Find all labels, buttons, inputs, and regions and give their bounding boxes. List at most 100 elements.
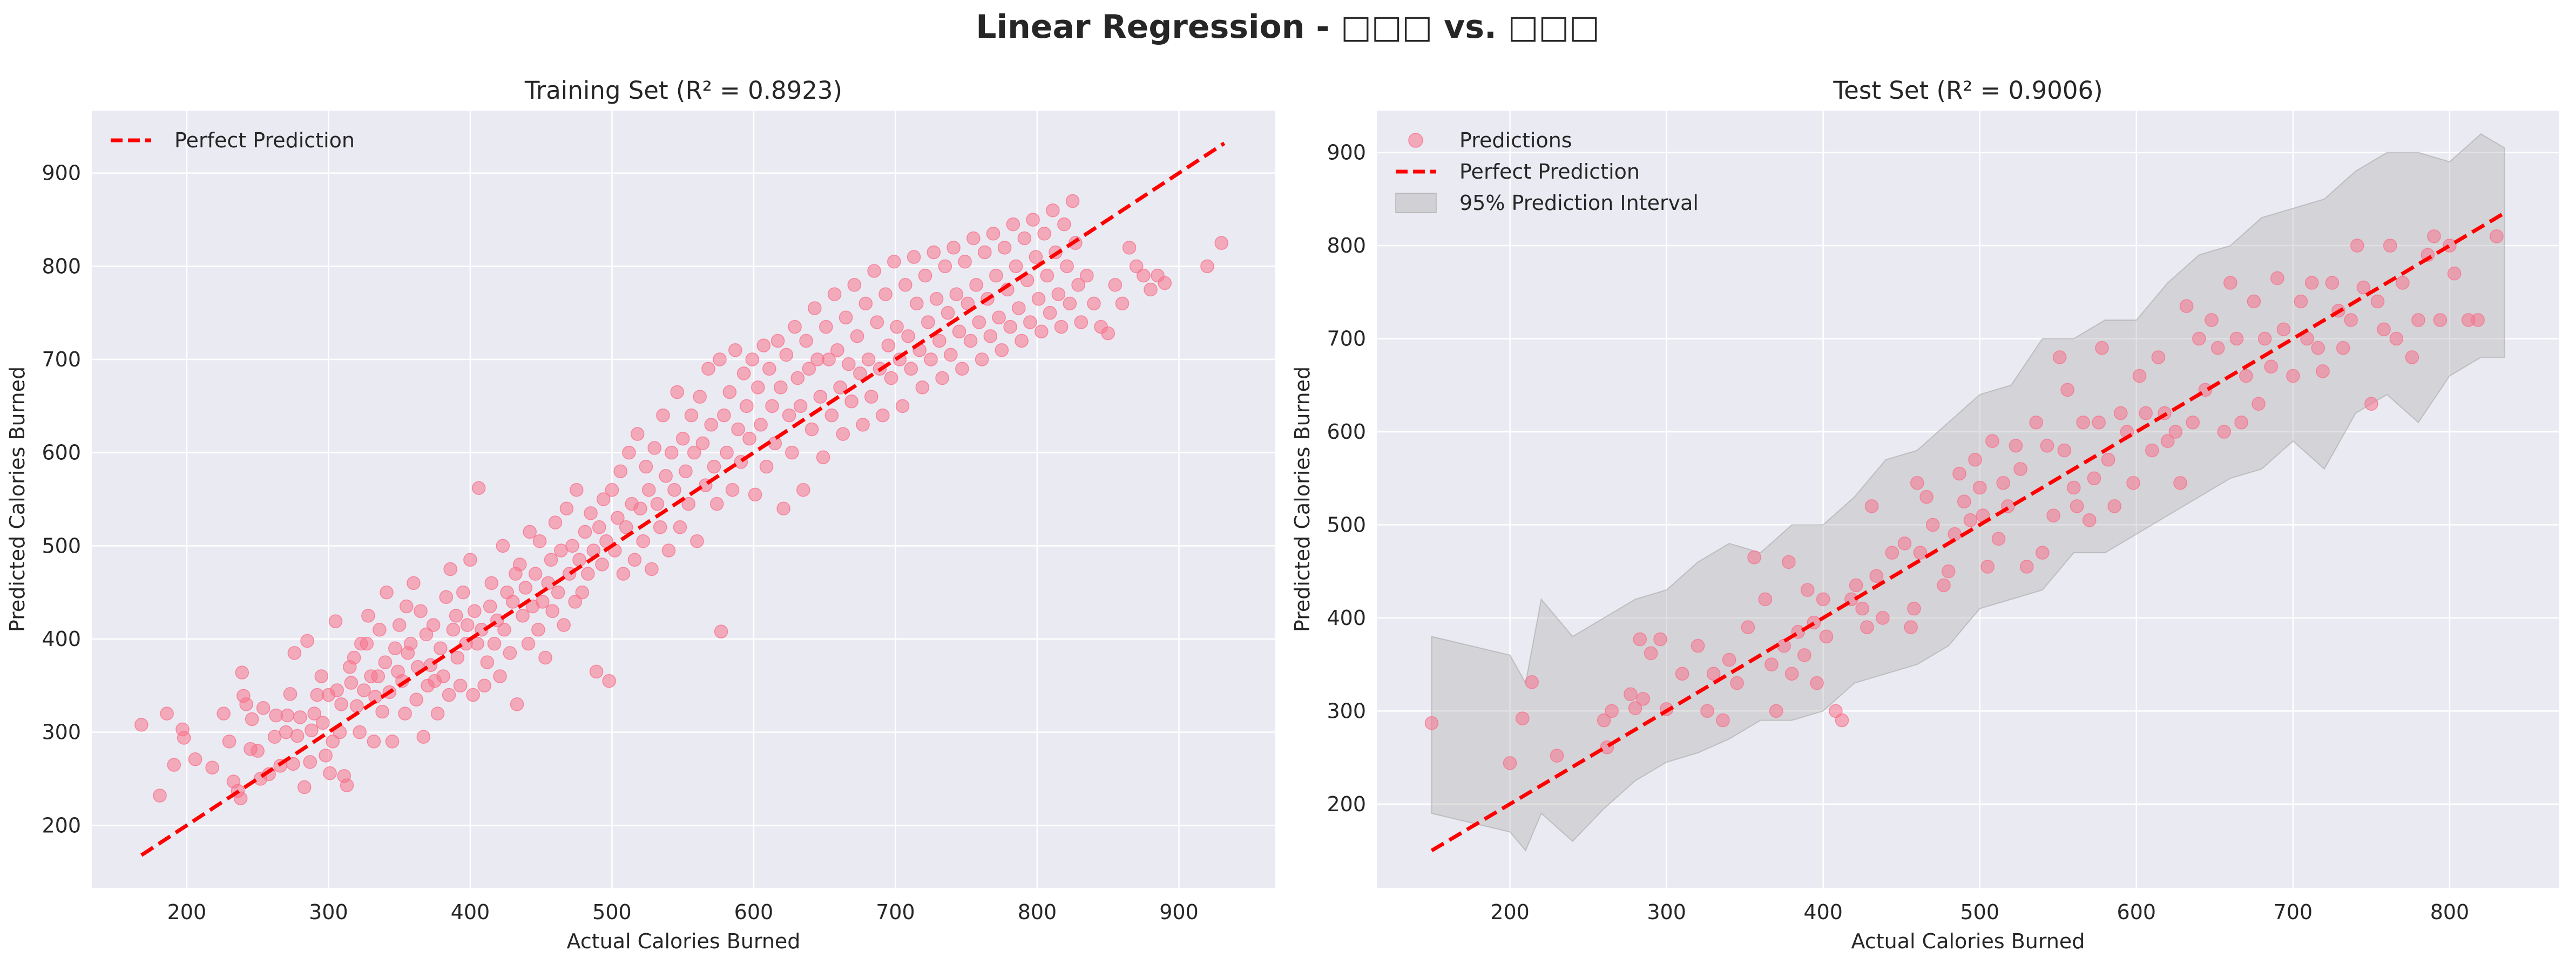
scatter-point xyxy=(2427,229,2441,243)
scatter-point xyxy=(496,539,510,553)
scatter-point xyxy=(1937,578,1951,593)
scatter-point xyxy=(707,459,721,474)
scatter-point xyxy=(1800,583,1815,597)
scatter-point xyxy=(602,674,616,688)
scatter-point xyxy=(436,669,450,683)
scatter-point xyxy=(751,380,765,395)
scatter-point xyxy=(995,343,1009,357)
scatter-point xyxy=(280,708,295,723)
scatter-point xyxy=(630,427,645,441)
scatter-point xyxy=(314,669,329,683)
scatter-point xyxy=(439,590,454,604)
scatter-point xyxy=(2383,239,2397,253)
scatter-point xyxy=(2186,415,2200,430)
scatter-point xyxy=(997,241,1012,255)
scatter-point xyxy=(2411,313,2425,327)
scatter-point xyxy=(1158,276,1172,290)
scatter-point xyxy=(1782,555,1796,569)
scatter-point xyxy=(251,744,265,758)
scatter-point xyxy=(1758,592,1773,607)
scatter-point xyxy=(816,450,830,465)
scatter-point xyxy=(373,622,387,637)
scatter-point xyxy=(2087,471,2101,485)
scatter-point xyxy=(471,481,486,495)
scatter-point xyxy=(667,483,681,497)
scatter-point xyxy=(595,558,609,572)
scatter-point xyxy=(958,254,972,269)
prediction-interval-band xyxy=(1431,133,2505,852)
y-tick-label: 600 xyxy=(1327,420,1366,444)
scatter-point xyxy=(989,268,1003,283)
scatter-point xyxy=(328,614,343,628)
scatter-point xyxy=(616,567,631,581)
scatter-point xyxy=(1855,601,1869,616)
scatter-point xyxy=(1144,282,1158,297)
scatter-point xyxy=(878,287,893,301)
legend-label: Perfect Prediction xyxy=(174,128,355,152)
scatter-point xyxy=(1764,657,1779,671)
y-tick-label: 500 xyxy=(42,534,81,558)
scatter-point xyxy=(2350,239,2364,253)
scatter-point xyxy=(924,352,938,366)
scatter-point xyxy=(1885,546,1899,560)
scatter-point xyxy=(2364,397,2378,411)
scatter-point xyxy=(830,343,844,357)
scatter-point xyxy=(1017,231,1032,246)
scatter-point xyxy=(371,669,386,683)
scatter-point xyxy=(858,296,873,311)
legend-label: 95% Prediction Interval xyxy=(1459,191,1699,215)
scatter-point xyxy=(407,576,421,590)
scatter-point xyxy=(2168,425,2183,439)
scatter-point xyxy=(870,315,884,329)
scatter-point xyxy=(1810,676,1824,690)
scatter-point xyxy=(2247,294,2261,309)
scatter-point xyxy=(656,408,670,423)
scatter-point xyxy=(1722,653,1736,667)
scatter-point xyxy=(434,641,448,656)
scatter-point xyxy=(918,268,932,283)
scatter-point xyxy=(1108,278,1123,292)
scatter-point xyxy=(1919,490,1933,504)
scatter-point xyxy=(340,778,354,792)
x-tick-label: 300 xyxy=(309,900,348,924)
x-tick-label: 400 xyxy=(451,900,490,924)
scatter-point xyxy=(521,636,536,651)
scatter-point xyxy=(2304,276,2319,290)
scatter-point xyxy=(622,445,636,460)
scatter-point xyxy=(2092,415,2106,430)
scatter-point xyxy=(1985,434,1999,448)
scatter-point xyxy=(426,618,441,632)
test-set-panel: 200 300 400 500 600 700 800 200 300 400 500 600 700 8… xyxy=(1290,76,2559,953)
scatter-point xyxy=(326,735,340,749)
scatter-point xyxy=(493,669,507,683)
x-tick-label: 900 xyxy=(1159,900,1199,924)
scatter-point xyxy=(305,723,319,737)
scatter-point xyxy=(679,464,693,478)
scatter-point xyxy=(1624,687,1638,702)
scatter-point xyxy=(2234,415,2248,430)
scatter-point xyxy=(1026,213,1040,227)
scatter-point xyxy=(2067,480,2081,495)
scatter-point xyxy=(701,362,715,376)
scatter-point xyxy=(2095,341,2109,355)
scatter-point xyxy=(1675,667,1689,681)
scatter-point xyxy=(480,655,495,669)
scatter-point xyxy=(2132,369,2147,383)
scatter-point xyxy=(2192,331,2206,346)
x-tick-label: 800 xyxy=(1018,900,1057,924)
scatter-point xyxy=(528,567,543,581)
scatter-point xyxy=(647,441,661,455)
scatter-point xyxy=(532,534,547,548)
scatter-point xyxy=(319,749,333,763)
scatter-point xyxy=(2210,341,2225,355)
scatter-point xyxy=(736,366,751,380)
scatter-point xyxy=(300,634,314,648)
scatter-point xyxy=(756,338,771,352)
scatter-point xyxy=(1700,704,1714,718)
scatter-point xyxy=(633,501,647,516)
scatter-point xyxy=(2114,406,2128,420)
scatter-point xyxy=(442,688,456,702)
scatter-point xyxy=(793,399,808,413)
scatter-point xyxy=(409,692,423,706)
scatter-point xyxy=(975,352,989,366)
